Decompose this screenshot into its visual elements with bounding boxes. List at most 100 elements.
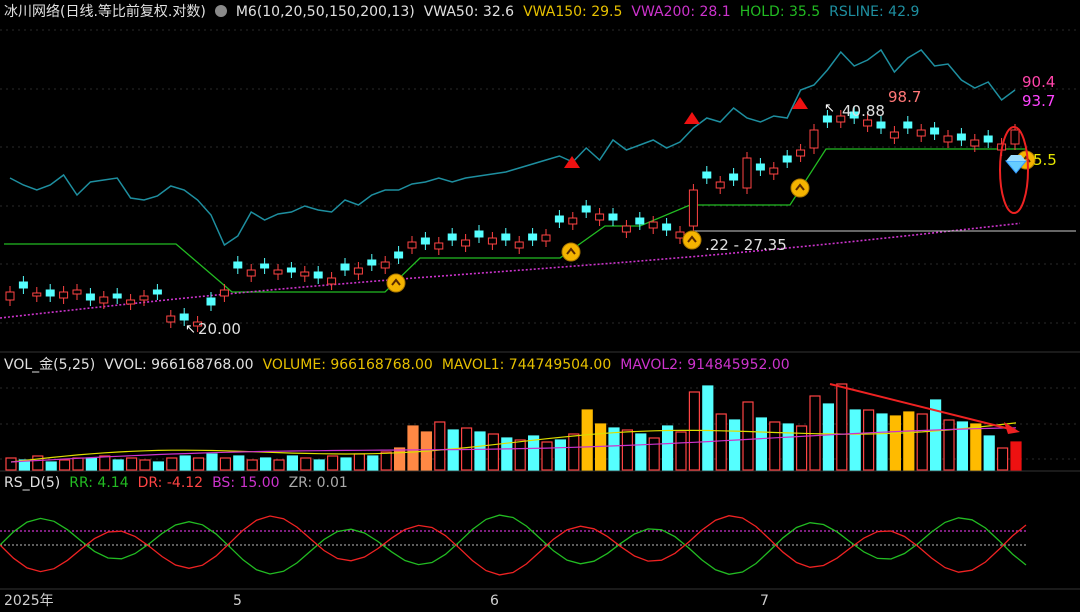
volume-bar — [32, 455, 44, 471]
volume-bar — [568, 433, 580, 471]
candle-body — [461, 239, 471, 247]
vvol-label: VVOL: 966168768.00 — [104, 357, 254, 373]
volume-label: VOLUME: 966168768.00 — [262, 357, 433, 373]
volume-bar — [58, 459, 71, 471]
candle-body — [608, 213, 618, 221]
mavol1-label: MAVOL1: 744749504.00 — [441, 357, 612, 373]
buy-circle-icon — [682, 230, 702, 250]
volume-bar — [970, 423, 982, 471]
candle-body — [822, 115, 832, 123]
candle-body — [139, 295, 149, 301]
volume-bar — [367, 455, 379, 471]
volume-bar — [755, 417, 768, 471]
candle-body — [59, 291, 69, 299]
rs-legend: RS_D(5) RR: 4.14 DR: -4.12 BS: 15.00 ZR: 0.0… — [4, 472, 357, 494]
hold-label: HOLD: 35.5 — [739, 4, 821, 20]
candle-body — [367, 259, 377, 266]
volume-bar — [889, 415, 902, 471]
rs-title: RS_D(5) — [4, 475, 61, 491]
candle-body — [286, 267, 296, 273]
candles — [5, 106, 1020, 332]
candle-body — [568, 217, 578, 225]
highlight-circle — [999, 126, 1029, 214]
gear-icon[interactable] — [214, 5, 227, 17]
vwa200-label: VWA200: 28.1 — [631, 4, 731, 20]
volume-bar — [635, 433, 647, 471]
candle-body — [407, 241, 417, 249]
x-tick-june: 6 — [490, 593, 499, 609]
volume-bar — [876, 413, 888, 471]
volume-bar — [769, 421, 781, 471]
vwa50-label: VWA50: 32.6 — [423, 4, 515, 20]
main-legend: 冰川网络(日线.等比前复权.对数) M6(10,20,50,150,200,13)… — [4, 1, 928, 23]
range-label: .22 - 27.35 — [705, 236, 787, 254]
volume-bar — [273, 459, 285, 471]
volume-bar — [782, 423, 794, 471]
candle-body — [916, 129, 926, 137]
candle-body — [554, 215, 564, 223]
volume-bar — [487, 433, 499, 471]
candle-body — [32, 292, 42, 297]
volume-bar — [380, 451, 392, 471]
volume-bar — [179, 455, 191, 471]
volume-bar — [541, 441, 553, 471]
candle-body — [943, 135, 953, 143]
candle-body — [702, 171, 712, 179]
candle-body — [621, 225, 631, 233]
volume-bar — [621, 429, 634, 471]
low-price-label: 20.00 — [198, 320, 241, 338]
candle-body — [514, 241, 524, 249]
candle-body — [675, 231, 685, 239]
volume-bar — [648, 437, 660, 471]
volume-bar — [822, 403, 835, 471]
volume-bar — [353, 453, 365, 471]
candle-body — [112, 293, 122, 299]
buy-circle-icon — [561, 242, 581, 262]
candle-body — [99, 296, 109, 304]
volume-bar — [929, 399, 942, 471]
volume-bar — [661, 425, 674, 471]
zr-label: ZR: 0.01 — [288, 475, 348, 491]
x-tick-year: 2025年 — [4, 593, 54, 609]
volume-bars — [5, 383, 1022, 471]
volume-bar — [286, 455, 298, 471]
volume-bar — [715, 413, 727, 471]
volume-bar — [125, 457, 138, 471]
candle-body — [809, 129, 819, 149]
volume-bar — [836, 383, 848, 471]
volume-bar — [581, 409, 593, 471]
candle-body — [581, 205, 591, 213]
candle-body — [206, 297, 216, 306]
candle-body — [983, 135, 993, 143]
volume-bar — [795, 425, 808, 471]
x-tick-july: 7 — [760, 593, 769, 609]
volume-bar — [983, 435, 995, 471]
buy-circle-icon — [790, 178, 810, 198]
candle-body — [313, 271, 323, 279]
volume-bar — [166, 457, 178, 471]
candle-body — [501, 233, 511, 241]
mavol2-label: MAVOL2: 914845952.00 — [620, 357, 790, 373]
volume-bar — [206, 453, 218, 471]
candle-body — [380, 261, 390, 269]
candle-body — [956, 133, 966, 141]
candle-body — [487, 237, 497, 245]
volume-bar — [916, 413, 928, 471]
candle-body — [755, 163, 765, 171]
buy-circle-icon — [386, 273, 406, 293]
volume-bar — [702, 385, 714, 471]
candle-body — [688, 189, 698, 227]
x-tick-may: 5 — [233, 593, 242, 609]
volume-bar — [956, 421, 969, 471]
candle-body — [5, 291, 15, 301]
volume-bar — [862, 409, 875, 471]
vwa150-label: VWA150: 29.5 — [523, 4, 623, 20]
volume-bar — [45, 461, 57, 471]
volume-bar — [527, 435, 540, 471]
volume-bar — [152, 461, 164, 471]
diamond-top-icon — [1006, 155, 1026, 161]
candle-body — [930, 127, 940, 135]
dr-line — [0, 515, 1027, 576]
volume-bar — [260, 457, 272, 471]
